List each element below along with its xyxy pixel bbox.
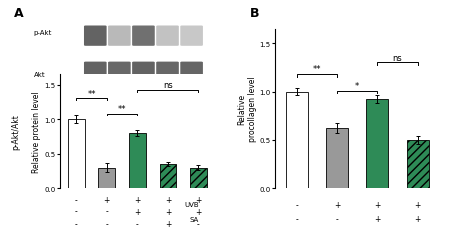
Text: +: +	[334, 200, 340, 209]
FancyBboxPatch shape	[84, 26, 107, 47]
Text: p-Akt: p-Akt	[34, 29, 52, 35]
Text: -: -	[105, 219, 108, 227]
FancyBboxPatch shape	[180, 62, 203, 83]
Text: +: +	[414, 200, 421, 209]
Text: **: **	[87, 89, 96, 98]
FancyBboxPatch shape	[180, 26, 203, 47]
FancyBboxPatch shape	[84, 62, 107, 83]
Text: SA: SA	[190, 216, 199, 222]
Text: **: **	[118, 104, 126, 114]
FancyBboxPatch shape	[156, 62, 179, 83]
Text: -: -	[295, 214, 298, 223]
Bar	[407, 140, 429, 188]
FancyBboxPatch shape	[108, 26, 131, 47]
Text: UVB: UVB	[184, 201, 199, 207]
Text: -: -	[75, 219, 78, 227]
Bar	[366, 100, 388, 188]
Bar	[68, 120, 85, 188]
Bar	[286, 92, 308, 188]
Text: +: +	[134, 207, 141, 216]
Text: ns: ns	[393, 53, 402, 62]
Text: A: A	[14, 7, 23, 20]
Y-axis label: Relative protein level: Relative protein level	[33, 91, 41, 172]
Text: B: B	[250, 7, 259, 20]
Bar	[159, 164, 176, 188]
Text: +: +	[195, 195, 202, 204]
Text: *: *	[355, 81, 360, 90]
Text: +: +	[414, 214, 421, 223]
Bar	[326, 129, 348, 188]
Text: +: +	[165, 195, 171, 204]
FancyBboxPatch shape	[132, 62, 155, 83]
Text: +: +	[165, 207, 171, 216]
Text: +: +	[104, 195, 110, 204]
Text: +: +	[195, 207, 202, 216]
Text: Akt: Akt	[34, 71, 45, 77]
Bar	[190, 168, 207, 188]
Text: -: -	[295, 200, 298, 209]
Text: -: -	[75, 195, 78, 204]
Bar	[129, 133, 146, 188]
Text: p-Akt/Akt: p-Akt/Akt	[11, 114, 21, 150]
FancyBboxPatch shape	[156, 26, 179, 47]
Text: +: +	[374, 200, 381, 209]
Text: -: -	[136, 219, 139, 227]
Text: -: -	[75, 207, 78, 216]
Text: -: -	[336, 214, 338, 223]
Y-axis label: Relative
procollagen level: Relative procollagen level	[237, 76, 256, 142]
Text: +: +	[134, 195, 141, 204]
Text: +: +	[165, 219, 171, 227]
Text: -: -	[105, 207, 108, 216]
Text: -: -	[197, 219, 200, 227]
Text: **: **	[313, 65, 321, 74]
FancyBboxPatch shape	[108, 62, 131, 83]
Bar	[98, 168, 115, 188]
FancyBboxPatch shape	[132, 26, 155, 47]
Text: ns: ns	[163, 81, 173, 90]
Text: +: +	[374, 214, 381, 223]
